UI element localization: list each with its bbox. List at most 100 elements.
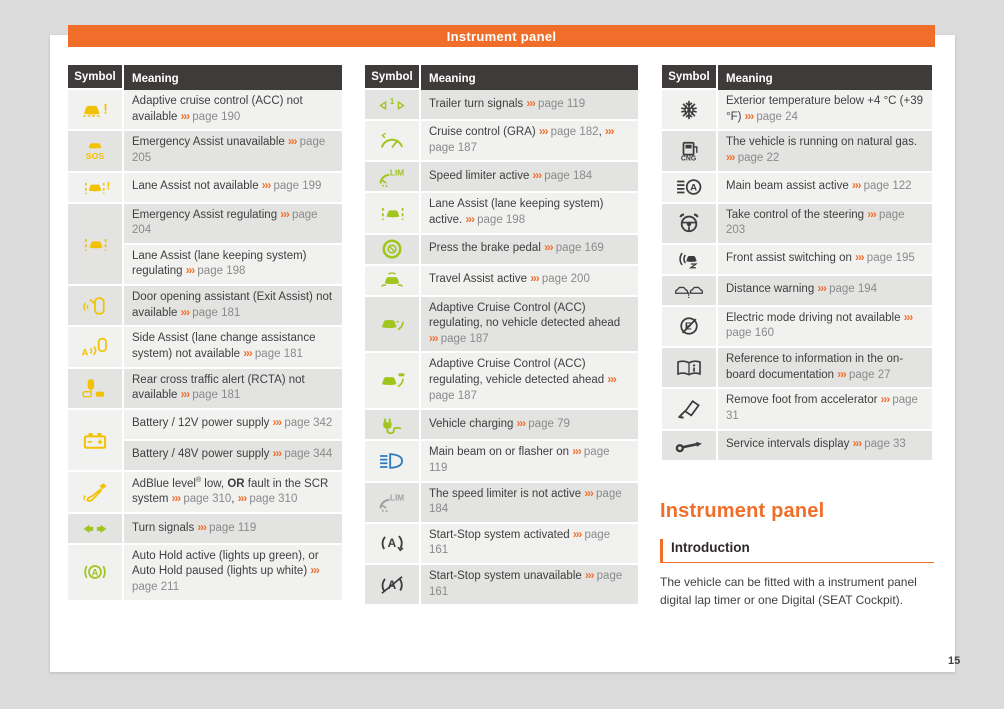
page-link[interactable]: page 182 (547, 126, 599, 138)
symbol-cell: SOS (68, 131, 122, 171)
meaning-cells: Side Assist (lane change assistance syst… (124, 327, 342, 367)
meaning-cell: Distance warning ››› page 194 (718, 275, 932, 305)
meaning-column-header: Meaning (718, 65, 932, 94)
page-link[interactable]: page 200 (538, 273, 590, 286)
page-link[interactable]: page 22 (734, 151, 780, 164)
speed-limiter-icon: LIM (376, 166, 408, 188)
symbol-cell (662, 348, 716, 388)
meaning-column-header: Meaning (421, 65, 638, 94)
symbol-cell (365, 193, 419, 233)
meaning-cell: Adaptive cruise control (ACC) not availa… (124, 90, 342, 130)
cross-ref-arrows: ››› (310, 565, 319, 577)
symbol-cell (662, 203, 716, 243)
section-instrument-panel: Instrument panel Introduction The vehicl… (660, 500, 934, 609)
cross-ref-arrows: ››› (185, 265, 195, 278)
page-link[interactable]: page 181 (251, 347, 303, 360)
page-link[interactable]: page 24 (753, 110, 798, 123)
page-link[interactable]: page 310 (180, 493, 232, 506)
page-link[interactable]: page 119 (429, 446, 610, 474)
symbol-table-right: Symbol Meaning Exterior temperature belo… (662, 65, 932, 462)
cross-ref-arrows: ››› (607, 374, 616, 386)
cross-ref-arrows: ››› (180, 110, 190, 123)
page-link[interactable]: page 161 (429, 528, 611, 557)
meaning-cells: The speed limiter is not active ››› page… (421, 482, 638, 522)
table-header: Symbol Meaning (68, 65, 342, 94)
meaning-cells: Lane Assist (lane keeping system) active… (421, 193, 638, 233)
meaning-cells: Emergency Assist unavailable ››› page 20… (124, 131, 342, 171)
meaning-cells: Distance warning ››› page 194 (718, 275, 932, 305)
page-link[interactable]: page 79 (525, 417, 570, 430)
meaning-cell: Turn signals ››› page 119 (124, 513, 342, 543)
cross-ref-arrows: ››› (465, 213, 474, 226)
table-row: Vehicle charging ››› page 79 (365, 410, 638, 440)
symbol-cell (68, 203, 122, 284)
table-row: A Main beam assist active ››› page 122 (662, 172, 932, 202)
table-row: Lane Assist (lane keeping system) active… (365, 193, 638, 233)
page-link[interactable]: page 199 (270, 180, 322, 193)
meaning-cell: Speed limiter active ››› page 184 (421, 162, 638, 192)
cross-ref-arrows: ››› (544, 242, 553, 255)
page-link[interactable]: page 198 (194, 265, 246, 278)
meaning-cells: Reference to information in the on-board… (718, 348, 932, 388)
page-link[interactable]: page 119 (534, 97, 586, 110)
page-link[interactable]: page 344 (281, 448, 333, 461)
meaning-cell: Press the brake pedal ››› page 169 (421, 234, 638, 264)
snowflake-icon (673, 99, 705, 121)
table-row: Remove foot from accelerator ››› page 31 (662, 389, 932, 429)
page-link[interactable]: page 181 (189, 306, 241, 319)
cross-ref-arrows: ››› (172, 493, 181, 505)
page-link[interactable]: page 184 (429, 487, 622, 516)
page-link[interactable]: page 169 (552, 242, 604, 255)
table-row: A Start-Stop system activated ››› page 16… (365, 523, 638, 563)
e-mode-unavailable-icon: E (673, 315, 705, 337)
page-link[interactable]: page 187 (429, 141, 477, 154)
meaning-cell: Service intervals display ››› page 33 (718, 430, 932, 460)
table-row: Service intervals display ››› page 33 (662, 430, 932, 460)
page-link[interactable]: page 33 (861, 438, 906, 451)
meaning-cells: Travel Assist active ››› page 200 (421, 265, 638, 295)
table-row: Cruise control (GRA) ››› page 182, ››› p… (365, 121, 638, 161)
meaning-cells: Service intervals display ››› page 33 (718, 430, 932, 460)
cross-ref-arrows: ››› (726, 152, 735, 164)
page-link[interactable]: page 181 (189, 389, 241, 402)
page-link[interactable]: page 195 (863, 252, 915, 265)
page-link[interactable]: page 211 (132, 581, 180, 594)
speed-limiter-inactive-icon: LIM (376, 491, 408, 513)
symbol-cell: A (68, 327, 122, 367)
exit-assist-icon (79, 295, 111, 317)
symbol-cell (365, 234, 419, 264)
cross-ref-arrows: ››› (280, 208, 289, 221)
page-link[interactable]: page 203 (726, 208, 905, 237)
brake-pedal-icon (376, 238, 408, 260)
cross-ref-arrows: ››› (517, 418, 526, 430)
page-link[interactable]: page 184 (541, 169, 593, 182)
meaning-cells: Press the brake pedal ››› page 169 (421, 234, 638, 264)
page-link[interactable]: page 190 (189, 110, 241, 123)
page-link[interactable]: page 161 (429, 570, 623, 598)
page-link[interactable]: page 31 (726, 394, 918, 422)
page-link[interactable]: page 119 (205, 521, 257, 534)
meaning-cell: Vehicle charging ››› page 79 (421, 410, 638, 440)
page-link[interactable]: page 194 (825, 283, 878, 296)
distance-warning-icon: ! (673, 279, 705, 301)
cross-ref-arrows: ››› (538, 126, 548, 138)
table-row: CNG The vehicle is running on natural gas… (662, 131, 932, 171)
page-link[interactable]: page 310 (246, 493, 298, 506)
cross-ref-arrows: ››› (852, 438, 862, 451)
table-row: Travel Assist active ››› page 200 (365, 265, 638, 295)
accelerator-foot-icon (673, 398, 705, 420)
symbol-cell: A (68, 544, 122, 600)
page-link[interactable]: page 187 (429, 389, 477, 402)
page-link[interactable]: page 204 (132, 208, 318, 237)
page-link[interactable]: page 205 (132, 136, 326, 164)
cross-ref-arrows: ››› (880, 394, 890, 407)
page-link[interactable]: page 342 (281, 417, 333, 430)
table-row: Emergency Assist regulating ››› page 204… (68, 203, 342, 284)
page-link[interactable]: page 122 (860, 180, 912, 193)
cross-ref-arrows: ››› (243, 347, 252, 360)
svg-text:A: A (92, 568, 99, 578)
page-link[interactable]: page 198 (473, 213, 526, 226)
page-link[interactable]: page 27 (845, 368, 891, 381)
page-link[interactable]: page 187 (437, 332, 489, 345)
page-link[interactable]: page 160 (726, 327, 774, 340)
